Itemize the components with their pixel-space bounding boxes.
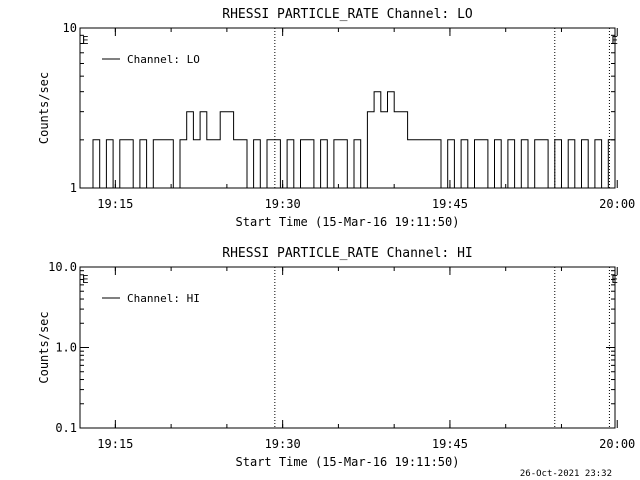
y-axis-title: Counts/sec xyxy=(37,72,51,144)
x-tick-label: 19:15 xyxy=(97,437,133,451)
legend-label: Channel: HI xyxy=(127,292,200,305)
y-tick-label: 1.0 xyxy=(55,341,77,355)
x-tick-label: 19:45 xyxy=(432,437,468,451)
event-marker: E xyxy=(611,34,618,47)
legend-label: Channel: LO xyxy=(127,53,200,66)
chart-title: RHESSI PARTICLE_RATE Channel: HI xyxy=(222,246,472,261)
y-tick-label: 1 xyxy=(70,181,77,195)
series-line-channel-lo xyxy=(80,91,616,189)
event-marker: E xyxy=(611,273,618,286)
x-tick-label: 19:30 xyxy=(265,197,301,211)
y-axis-title: Counts/sec xyxy=(37,311,51,383)
plot-timestamp: 26-Oct-2021 23:32 xyxy=(520,469,612,479)
x-tick-label: 19:45 xyxy=(432,197,468,211)
x-tick-label: 19:30 xyxy=(265,437,301,451)
y-tick-label: 0.1 xyxy=(55,421,77,435)
x-tick-label: 20:00 xyxy=(599,437,635,451)
x-tick-label: 19:15 xyxy=(97,197,133,211)
y-tick-label: 10.0 xyxy=(48,260,77,274)
lo-channel-panel: RHESSI PARTICLE_RATE Channel: LO 1 10 Count… xyxy=(37,7,635,229)
x-tick-label: 20:00 xyxy=(599,197,635,211)
chart-title: RHESSI PARTICLE_RATE Channel: LO xyxy=(222,7,473,22)
event-marker: E xyxy=(82,273,89,286)
event-marker: E xyxy=(82,34,89,47)
x-axis-title: Start Time (15-Mar-16 19:11:50) xyxy=(236,455,460,469)
hi-channel-panel: RHESSI PARTICLE_RATE Channel: HI 0.1 1.0 10… xyxy=(37,246,635,469)
x-axis-title: Start Time (15-Mar-16 19:11:50) xyxy=(236,215,460,229)
y-tick-label: 10 xyxy=(63,21,77,35)
